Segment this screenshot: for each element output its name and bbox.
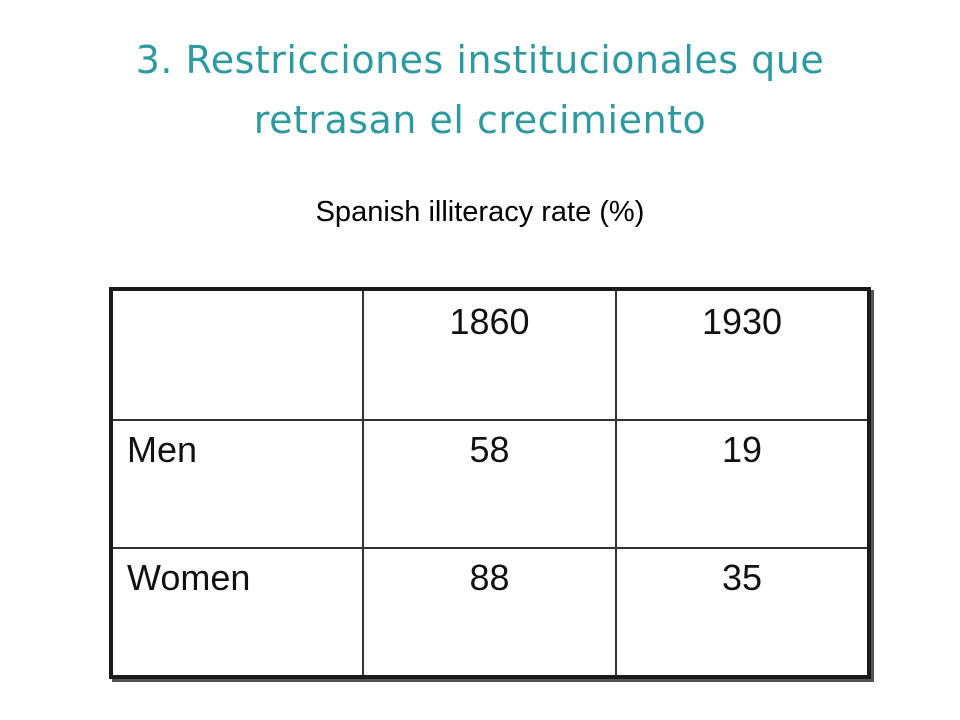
slide-title: 3. Restricciones institucionales que ret… (135, 38, 825, 142)
value-cell: 58 (362, 419, 617, 549)
table-header-row: 1860 1930 (110, 288, 870, 421)
row-label-women: Women (110, 547, 364, 678)
header-cell-year: 1860 (362, 288, 617, 421)
header-cell-year: 1930 (615, 288, 870, 421)
table-row: Men 58 19 (110, 419, 870, 549)
row-label-men: Men (110, 419, 364, 549)
illiteracy-table: 1860 1930 Men 58 19 Women 88 35 (109, 287, 871, 679)
table-caption: Spanish illiteracy rate (%) (315, 196, 645, 228)
table-row: Women 88 35 (110, 547, 870, 678)
value-cell: 88 (362, 547, 617, 678)
value-cell: 35 (615, 547, 870, 678)
value-cell: 19 (615, 419, 870, 549)
header-cell-empty (110, 288, 364, 421)
